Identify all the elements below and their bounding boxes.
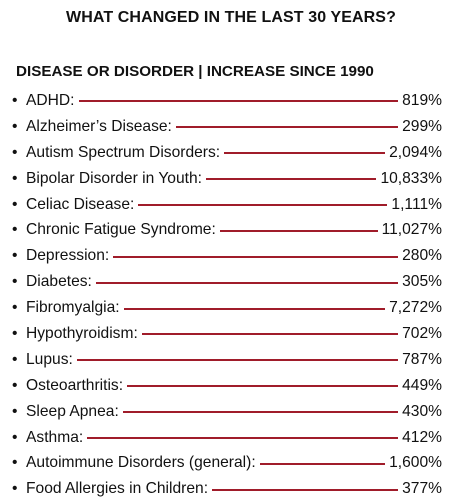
list-item: • Depression: 280% [12, 243, 442, 269]
item-label: Hypothyroidism: [26, 324, 138, 342]
page-title: WHAT CHANGED IN THE LAST 30 YEARS? [66, 9, 396, 26]
leader-line [87, 437, 399, 440]
item-value: 449% [402, 376, 442, 394]
leader-line [123, 307, 386, 310]
bullet-icon: • [12, 91, 18, 109]
leader-line [78, 100, 399, 103]
item-label: Osteoarthritis: [26, 376, 124, 394]
bullet-icon: • [12, 376, 18, 394]
bullet-icon: • [12, 221, 18, 239]
item-value: 1,600% [389, 454, 442, 472]
leader-line [95, 281, 399, 284]
item-value: 430% [402, 402, 442, 420]
list-item: • Food Allergies in Children: 377% [12, 476, 442, 502]
list-item: • Lupus: 787% [12, 347, 442, 373]
bullet-icon: • [12, 299, 18, 317]
list-item: • Celiac Disease: 1,111% [12, 192, 442, 218]
item-label: Lupus: [26, 350, 73, 368]
list-item: • Osteoarthritis: 449% [12, 373, 442, 399]
item-value: 377% [402, 480, 442, 498]
disease-list: • ADHD: 819% • Alzheimer’s Disease: 299% • Auti… [12, 88, 442, 502]
bullet-icon: • [12, 324, 18, 342]
item-value: 412% [402, 428, 442, 446]
item-label: Autism Spectrum Disorders: [26, 143, 221, 161]
item-label: Chronic Fatigue Syndrome: [26, 221, 216, 239]
item-label: Fibromyalgia: [26, 299, 120, 317]
item-label: Diabetes: [26, 273, 92, 291]
item-value: 1,111% [391, 195, 442, 213]
leader-line [113, 255, 399, 258]
item-value: 702% [402, 324, 442, 342]
bullet-icon: • [12, 428, 18, 446]
bullet-icon: • [12, 454, 18, 472]
item-label: Bipolar Disorder in Youth: [26, 169, 202, 187]
list-item: • Chronic Fatigue Syndrome: 11,027% [12, 217, 442, 243]
item-label: Autoimmune Disorders (general): [26, 454, 256, 472]
leader-line [259, 462, 386, 465]
item-label: Alzheimer’s Disease: [26, 117, 172, 135]
bullet-icon: • [12, 402, 18, 420]
leader-line [205, 178, 377, 181]
bullet-icon: • [12, 350, 18, 368]
item-value: 787% [402, 350, 442, 368]
bullet-icon: • [12, 143, 18, 161]
list-item: • Fibromyalgia: 7,272% [12, 295, 442, 321]
list-item: • Sleep Apnea: 430% [12, 399, 442, 425]
item-value: 305% [402, 273, 442, 291]
list-item: • Asthma: 412% [12, 425, 442, 451]
leader-line [224, 152, 386, 155]
leader-line [219, 229, 378, 232]
list-item: • Hypothyroidism: 702% [12, 321, 442, 347]
item-value: 819% [402, 91, 442, 109]
item-label: ADHD: [26, 91, 75, 109]
leader-line [127, 385, 399, 388]
leader-line [122, 411, 399, 414]
list-item: • Diabetes: 305% [12, 269, 442, 295]
leader-line [212, 488, 399, 491]
item-value: 11,027% [381, 221, 442, 239]
list-item: • Autoimmune Disorders (general): 1,600% [12, 450, 442, 476]
leader-line [76, 359, 399, 362]
leader-line [138, 204, 388, 206]
bullet-icon: • [12, 117, 18, 135]
item-label: Depression: [26, 247, 110, 265]
item-value: 7,272% [389, 299, 442, 317]
item-label: Celiac Disease: [26, 195, 135, 213]
list-item: • Bipolar Disorder in Youth: 10,833% [12, 166, 442, 192]
bullet-icon: • [12, 195, 18, 213]
item-value: 280% [402, 247, 442, 265]
leader-line [175, 126, 399, 129]
list-item: • Autism Spectrum Disorders: 2,094% [12, 140, 442, 166]
item-label: Sleep Apnea: [26, 402, 119, 420]
item-value: 299% [402, 117, 442, 135]
item-label: Food Allergies in Children: [26, 480, 209, 498]
bullet-icon: • [12, 247, 18, 265]
item-value: 2,094% [389, 143, 442, 161]
list-item: • ADHD: 819% [12, 88, 442, 114]
bullet-icon: • [12, 169, 18, 187]
item-value: 10,833% [380, 169, 442, 187]
bullet-icon: • [12, 273, 18, 291]
list-header: DISEASE OR DISORDER | INCREASE SINCE 199… [16, 63, 374, 80]
item-label: Asthma: [26, 428, 84, 446]
list-item: • Alzheimer’s Disease: 299% [12, 114, 442, 140]
leader-line [141, 333, 399, 336]
bullet-icon: • [12, 480, 18, 498]
